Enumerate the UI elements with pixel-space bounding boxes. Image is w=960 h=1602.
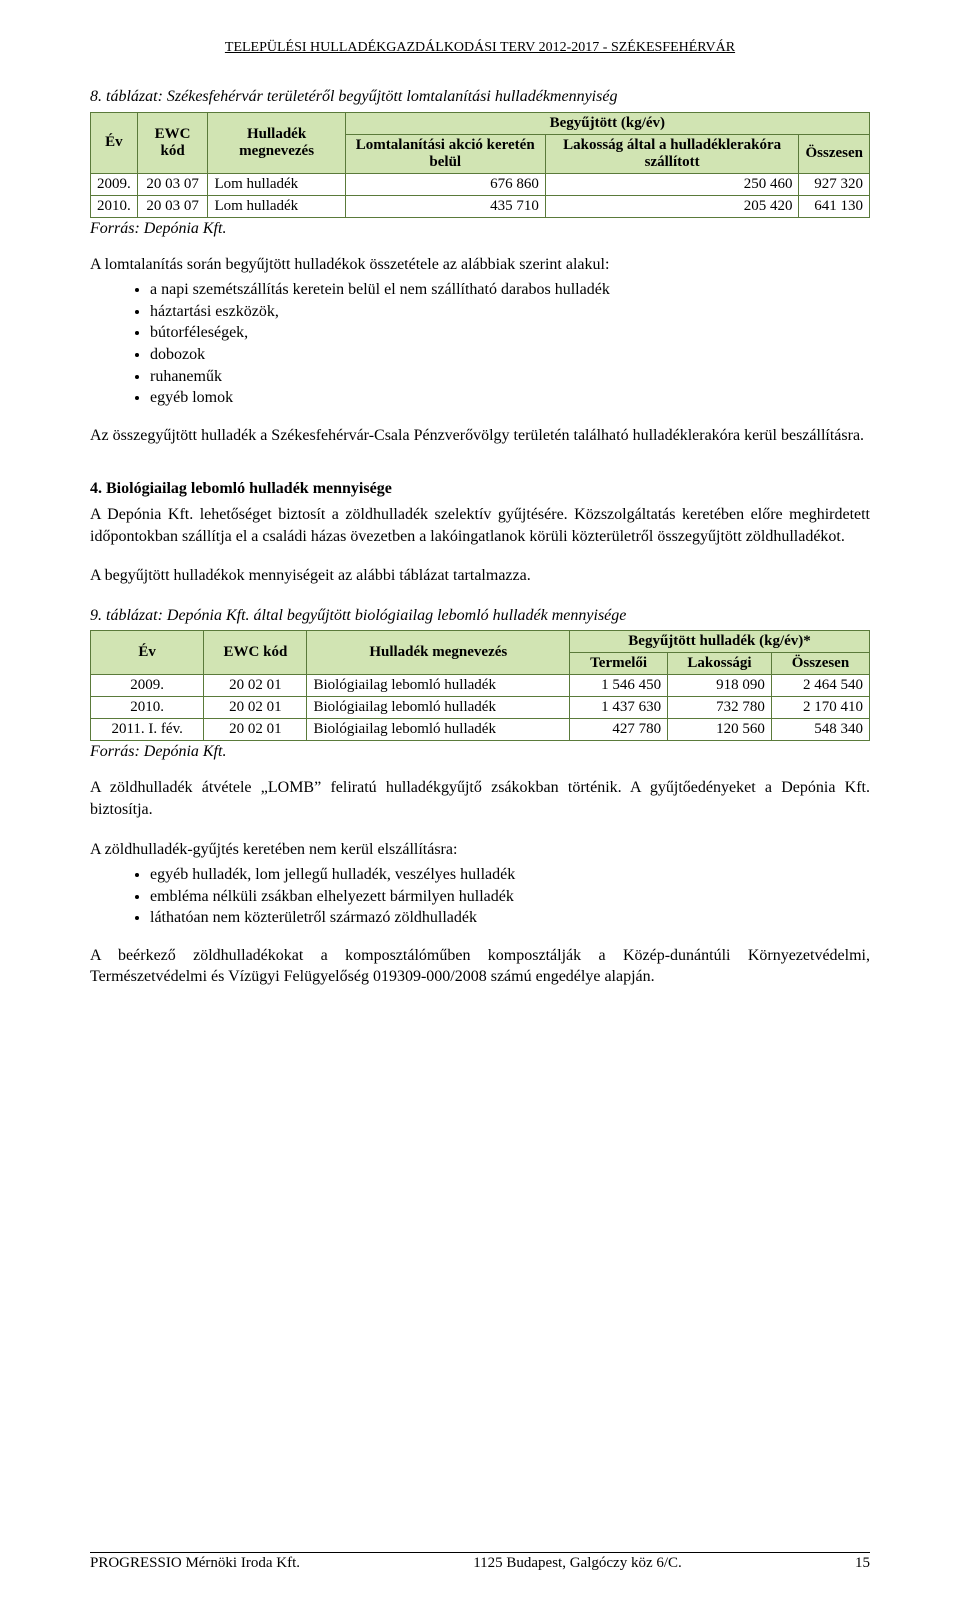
cell: 205 420 <box>545 195 799 217</box>
p4: A zöldhulladék-gyűjtés keretében nem ker… <box>90 839 870 861</box>
footer-page-number: 15 <box>855 1555 870 1572</box>
cell: 250 460 <box>545 173 799 195</box>
p4-bullets: egyéb hulladék, lom jellegű hulladék, ve… <box>90 864 870 929</box>
t9-h-ewc: EWC kód <box>204 631 307 675</box>
t8-h-ewc: EWC kód <box>137 112 208 173</box>
list-item: bútorféleségek, <box>150 322 870 344</box>
cell: Lom hulladék <box>208 195 345 217</box>
list-item: háztartási eszközök, <box>150 301 870 323</box>
table9-source: Forrás: Depónia Kft. <box>90 743 870 761</box>
cell: 435 710 <box>345 195 545 217</box>
p5: A beérkező zöldhulladékokat a komposztál… <box>90 945 870 988</box>
cell: Biológiailag lebomló hulladék <box>307 675 570 697</box>
cell: 918 090 <box>668 675 772 697</box>
list-item: egyéb hulladék, lom jellegű hulladék, ve… <box>150 864 870 886</box>
cell: 2009. <box>91 173 138 195</box>
t9-h-megn: Hulladék megnevezés <box>307 631 570 675</box>
footer-center: 1125 Budapest, Galgóczy köz 6/C. <box>473 1555 682 1572</box>
cell: 2 464 540 <box>771 675 869 697</box>
p1-intro: A lomtalanítás során begyűjtött hulladék… <box>90 254 870 276</box>
sec4-p1: A Depónia Kft. lehetőséget biztosít a zö… <box>90 504 870 547</box>
table8-source: Forrás: Depónia Kft. <box>90 220 870 238</box>
cell: 427 780 <box>570 719 668 741</box>
t9-h-c5: Lakossági <box>668 653 772 675</box>
p2: Az összegyűjtött hulladék a Székesfehérv… <box>90 425 870 447</box>
cell: 927 320 <box>799 173 870 195</box>
list-item: a napi szemétszállítás keretein belül el… <box>150 279 870 301</box>
t9-h-c4: Termelői <box>570 653 668 675</box>
cell: 641 130 <box>799 195 870 217</box>
cell: 1 437 630 <box>570 697 668 719</box>
list-item: láthatóan nem közterületről származó zöl… <box>150 907 870 929</box>
page-header: TELEPÜLÉSI HULLADÉKGAZDÁLKODÁSI TERV 201… <box>90 40 870 56</box>
cell: 20 03 07 <box>137 195 208 217</box>
cell: 548 340 <box>771 719 869 741</box>
table-row: 2009. 20 02 01 Biológiailag lebomló hull… <box>91 675 870 697</box>
cell: Biológiailag lebomló hulladék <box>307 697 570 719</box>
cell: 2010. <box>91 195 138 217</box>
cell: 2 170 410 <box>771 697 869 719</box>
p3: A zöldhulladék átvétele „LOMB” feliratú … <box>90 777 870 820</box>
cell: 676 860 <box>345 173 545 195</box>
t9-h-c6: Összesen <box>771 653 869 675</box>
table-row: 2010. 20 03 07 Lom hulladék 435 710 205 … <box>91 195 870 217</box>
t8-h-c5: Lakosság által a hulladéklerakóra szállí… <box>545 134 799 173</box>
cell: 20 02 01 <box>204 697 307 719</box>
t8-h-c6: Összesen <box>799 134 870 173</box>
table9-caption: 9. táblázat: Depónia Kft. által begyűjtö… <box>90 605 870 627</box>
t9-h-ev: Év <box>91 631 204 675</box>
list-item: dobozok <box>150 344 870 366</box>
cell: 20 02 01 <box>204 675 307 697</box>
list-item: embléma nélküli zsákban elhelyezett bárm… <box>150 886 870 908</box>
table9: Év EWC kód Hulladék megnevezés Begyűjtöt… <box>90 630 870 741</box>
cell: 1 546 450 <box>570 675 668 697</box>
p1-bullets: a napi szemétszállítás keretein belül el… <box>90 279 870 409</box>
t8-h-ev: Év <box>91 112 138 173</box>
table-row: 2011. I. fév. 20 02 01 Biológiailag lebo… <box>91 719 870 741</box>
cell: Lom hulladék <box>208 173 345 195</box>
cell: 120 560 <box>668 719 772 741</box>
table8-caption: 8. táblázat: Székesfehérvár területéről … <box>90 86 870 108</box>
t8-h-c4: Lomtalanítási akció keretén belül <box>345 134 545 173</box>
cell: 20 03 07 <box>137 173 208 195</box>
list-item: egyéb lomok <box>150 387 870 409</box>
t9-h-group: Begyűjtött hulladék (kg/év)* <box>570 631 870 653</box>
t8-h-megn: Hulladék megnevezés <box>208 112 345 173</box>
sec4-title: 4. Biológiailag lebomló hulladék mennyis… <box>90 478 870 500</box>
table-row: 2009. 20 03 07 Lom hulladék 676 860 250 … <box>91 173 870 195</box>
cell: 2009. <box>91 675 204 697</box>
cell: 2011. I. fév. <box>91 719 204 741</box>
page-footer: PROGRESSIO Mérnöki Iroda Kft. 1125 Budap… <box>90 1552 870 1572</box>
list-item: ruhaneműk <box>150 366 870 388</box>
table8: Év EWC kód Hulladék megnevezés Begyűjtöt… <box>90 112 870 218</box>
footer-left: PROGRESSIO Mérnöki Iroda Kft. <box>90 1555 300 1572</box>
table-row: 2010. 20 02 01 Biológiailag lebomló hull… <box>91 697 870 719</box>
cell: 20 02 01 <box>204 719 307 741</box>
cell: Biológiailag lebomló hulladék <box>307 719 570 741</box>
t8-h-group: Begyűjtött (kg/év) <box>345 112 869 134</box>
sec4-p2: A begyűjtött hulladékok mennyiségeit az … <box>90 565 870 587</box>
cell: 2010. <box>91 697 204 719</box>
cell: 732 780 <box>668 697 772 719</box>
